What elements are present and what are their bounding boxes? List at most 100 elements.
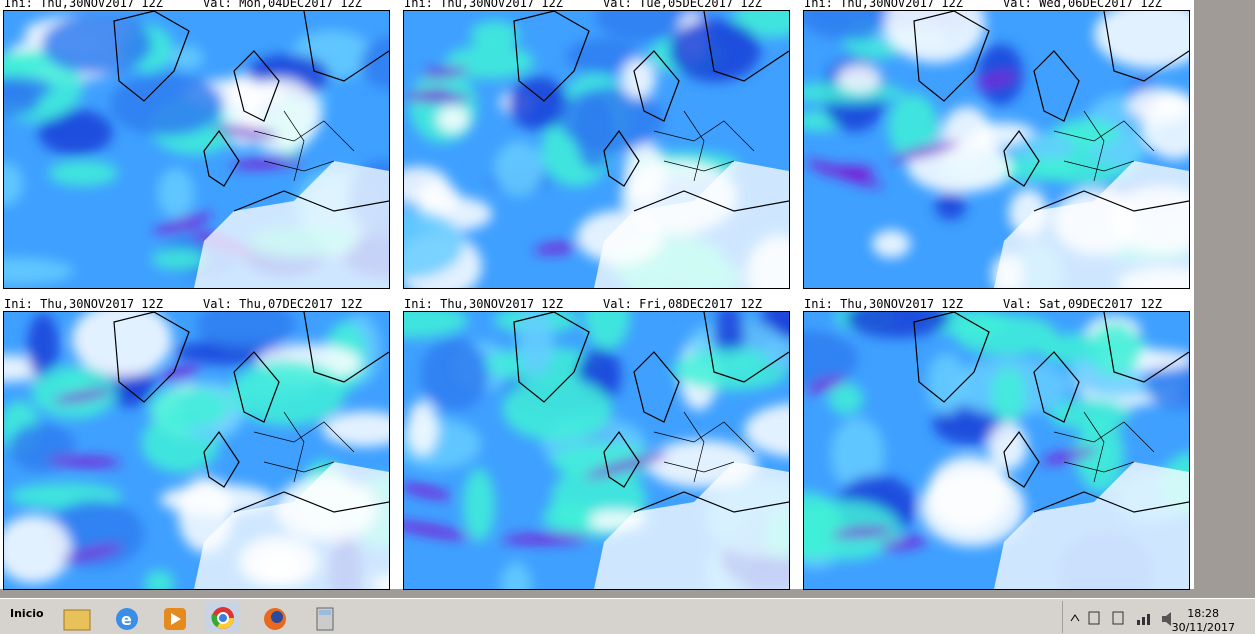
precip-blob [575,96,613,170]
borders [253,411,355,483]
start-button[interactable]: Inicio [10,607,44,620]
land-white [994,462,1189,589]
precip-core [583,452,669,479]
precip-core [230,157,304,169]
tray-icons[interactable] [1067,607,1177,629]
precip-core [805,376,846,393]
precip-blob [148,387,231,428]
ie-icon[interactable]: e [110,604,144,632]
borders [653,411,755,483]
media-icon[interactable] [158,604,192,632]
precip-blob [1094,11,1189,69]
init-label: Ini: Thu,30NOV2017 12Z [404,297,563,311]
clock-time[interactable]: 18:28 [1187,607,1219,620]
precip-core [879,537,929,550]
forecast-map [3,311,390,590]
precip-blob [990,366,1027,424]
init-label: Ini: Thu,30NOV2017 12Z [804,297,963,311]
forecast-map [403,10,790,289]
clock-date[interactable]: 30/11/2017 [1171,621,1235,634]
precip-blob [713,312,745,360]
precip-blob [404,166,450,205]
precip-blob [762,337,789,370]
precip-blob [1048,398,1131,431]
precip-blob [1014,133,1075,160]
borders [1053,411,1155,483]
coastline [113,312,389,513]
precip-blob [1087,322,1142,377]
precip-blob [884,11,986,63]
precip-blob [744,403,789,458]
firefox-icon[interactable] [258,604,292,632]
explorer-icon[interactable] [60,604,94,632]
precip-blob [621,57,656,100]
precip-core [804,160,883,188]
forecast-map [403,311,790,590]
precip-blob [4,51,48,74]
precip-core [404,483,452,499]
valid-label: Val: Thu,07DEC2017 12Z [203,297,362,311]
land-white [994,161,1189,288]
coastline [913,312,1189,513]
precip-core [831,526,894,538]
precip-core [47,456,122,467]
borders [253,110,355,182]
precip-core [153,213,213,234]
precip-blob [41,14,153,75]
init-label: Ini: Thu,30NOV2017 12Z [4,0,163,10]
precip-core [404,521,472,540]
precip-blob [151,248,206,270]
init-label: Ini: Thu,30NOV2017 12Z [4,297,163,311]
precip-blob [322,411,389,447]
calculator-icon[interactable] [308,604,342,632]
precip-blob [934,192,967,221]
precip-blob [436,105,470,133]
precip-blob [170,45,204,71]
coastline [913,11,1189,212]
system-tray: 18:28 30/11/2017 [1062,601,1255,634]
precip-blob [542,503,593,533]
precip-blob [462,468,495,542]
borders [1053,110,1155,182]
init-label: Ini: Thu,30NOV2017 12Z [404,0,563,10]
precip-blob [991,154,1077,182]
precip-blob [4,257,74,285]
precip-core [53,389,112,404]
precip-core [405,92,471,103]
precip-blob [804,82,905,103]
precip-core [890,141,960,162]
precip-blob [828,383,864,415]
coastline [513,11,789,212]
precip-blob [1126,88,1189,123]
precip-blob [845,312,950,338]
precip-core [533,243,579,254]
precip-blob [762,312,789,340]
precip-blob [229,360,346,426]
borders [653,110,755,182]
precip-core [420,66,468,79]
precip-blob [31,365,117,419]
precip-core [213,125,278,140]
precip-blob [48,160,119,186]
init-label: Ini: Thu,30NOV2017 12Z [804,0,963,10]
coastline [513,312,789,513]
precip-blob [888,93,939,161]
chrome-icon[interactable] [206,602,240,632]
precip-blob [157,168,195,219]
precip-field [404,312,789,589]
precip-core [1040,448,1098,464]
precip-blob [500,561,532,589]
precip-blob [507,76,569,131]
precip-blob [407,400,439,456]
forecast-map [3,10,390,289]
precip-blob [926,352,967,415]
precip-core [974,72,1017,87]
precip-blob [517,312,554,376]
precip-core [61,544,123,562]
precip-blob [38,109,113,156]
valid-label: Val: Wed,06DEC2017 12Z [1003,0,1162,10]
precip-blob [4,515,72,584]
precip-blob [360,37,389,90]
precip-blob [27,312,59,381]
precip-blob [830,417,885,491]
